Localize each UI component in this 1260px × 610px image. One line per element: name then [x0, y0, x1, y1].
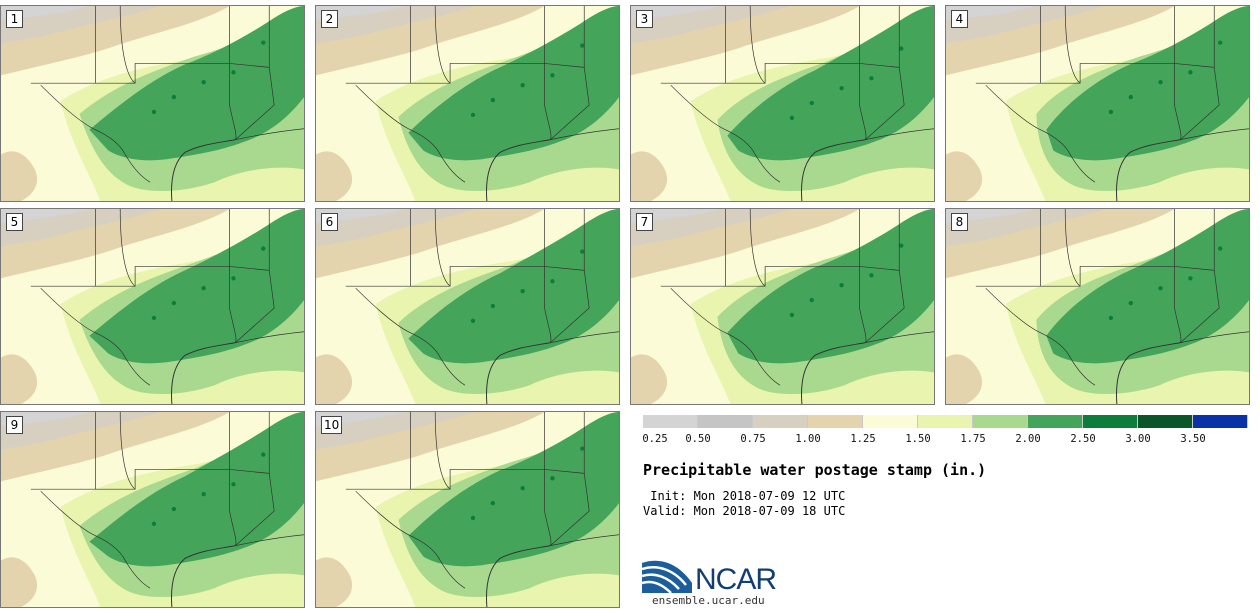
- precipitable-water-map: [631, 6, 934, 201]
- precipitable-water-map: [631, 209, 934, 404]
- precipitable-water-map: [316, 6, 619, 201]
- precipitable-water-map: [946, 6, 1249, 201]
- colorbar: [643, 415, 1248, 428]
- colorbar-tick-label: 2.00: [1015, 433, 1041, 445]
- init-time: Init: Mon 2018-07-09 12 UTC: [643, 489, 846, 503]
- member-number-label: 9: [6, 416, 23, 434]
- precipitable-water-map: [1, 6, 304, 201]
- colorbar-tick-label: 1.75: [960, 433, 986, 445]
- colorbar-segment: [698, 415, 753, 428]
- precipitable-water-map: [316, 209, 619, 404]
- colorbar-segment: [918, 415, 973, 428]
- precipitable-water-map: [316, 412, 619, 607]
- ncar-logo-icon: [642, 560, 692, 594]
- precipitable-water-map: [1, 209, 304, 404]
- member-number-label: 7: [636, 213, 653, 231]
- colorbar-tick-label: 0.75: [740, 433, 766, 445]
- member-panel: 4: [945, 5, 1250, 202]
- colorbar-segment: [1028, 415, 1083, 428]
- colorbar-tick-label: 1.50: [905, 433, 931, 445]
- member-number-label: 4: [951, 10, 968, 28]
- member-number-label: 6: [321, 213, 338, 231]
- colorbar-segment: [1083, 415, 1138, 428]
- member-panel: 5: [0, 208, 305, 405]
- colorbar-segment: [863, 415, 918, 428]
- member-number-label: 2: [321, 10, 338, 28]
- precipitable-water-map: [1, 412, 304, 607]
- member-panel: 3: [630, 5, 935, 202]
- member-number-label: 3: [636, 10, 653, 28]
- colorbar-segment: [1138, 415, 1193, 428]
- member-number-label: 5: [6, 213, 23, 231]
- chart-title: Precipitable water postage stamp (in.): [643, 461, 987, 479]
- member-panel: 6: [315, 208, 620, 405]
- member-number-label: 8: [951, 213, 968, 231]
- member-number-label: 1: [6, 10, 23, 28]
- member-panel: 9: [0, 411, 305, 608]
- source-url: ensemble.ucar.edu: [652, 594, 765, 607]
- member-panel: 7: [630, 208, 935, 405]
- valid-time: Valid: Mon 2018-07-09 18 UTC: [643, 504, 846, 518]
- colorbar-segment: [808, 415, 863, 428]
- member-panel: 1: [0, 5, 305, 202]
- precipitable-water-map: [946, 209, 1249, 404]
- member-panel: 10: [315, 411, 620, 608]
- colorbar-tick-label: 2.50: [1070, 433, 1096, 445]
- colorbar-tick-label: 1.00: [795, 433, 821, 445]
- colorbar-tick-label: 0.25: [642, 433, 668, 445]
- member-number-label: 10: [321, 416, 343, 434]
- colorbar-tick-label: 3.50: [1180, 433, 1206, 445]
- member-panel: 8: [945, 208, 1250, 405]
- colorbar-tick-label: 1.25: [850, 433, 876, 445]
- ncar-logo-text: NCAR: [695, 563, 777, 596]
- colorbar-tick-label: 0.50: [685, 433, 711, 445]
- member-panel: 2: [315, 5, 620, 202]
- colorbar-segment: [643, 415, 698, 428]
- colorbar-segment: [1193, 415, 1248, 428]
- colorbar-segment: [973, 415, 1028, 428]
- colorbar-ticks: 0.25 0.50 0.75 1.00 1.25 1.50 1.75 2.00 2.50 3.00…: [642, 433, 1248, 447]
- colorbar-tick-label: 3.00: [1125, 433, 1151, 445]
- colorbar-segment: [753, 415, 808, 428]
